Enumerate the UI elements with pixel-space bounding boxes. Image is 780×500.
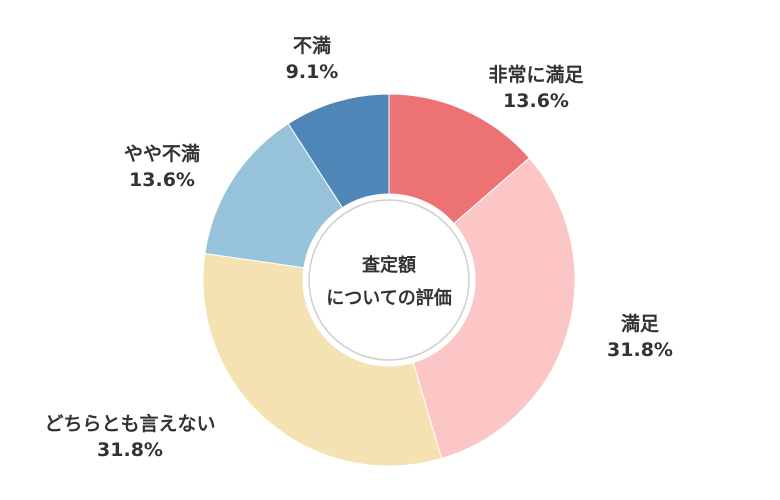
center-text-line-2: についての評価 (326, 287, 451, 309)
slice-value-1: 13.6% (503, 90, 569, 112)
slice-value-5: 9.1% (286, 61, 339, 83)
slice-label-3: どちらとも言えない (44, 412, 215, 435)
slice-value-3: 31.8% (97, 439, 163, 461)
center-text-line-1: 査定額 (362, 254, 416, 276)
slice-label-2: 満足 (621, 313, 660, 335)
slice-label-4: やや不満 (124, 143, 200, 165)
slice-label-1: 非常に満足 (488, 63, 584, 86)
slice-label-5: 不満 (293, 35, 331, 57)
center-hole (303, 194, 475, 366)
slice-value-4: 13.6% (129, 169, 195, 191)
slice-labels: 非常に満足 13.6% 満足 31.8% どちらとも言えない 31.8% やや不満 13.6%… (44, 35, 672, 461)
donut-slices (202, 93, 576, 467)
center-ring (308, 199, 470, 361)
slice-value-2: 31.8% (607, 339, 673, 361)
